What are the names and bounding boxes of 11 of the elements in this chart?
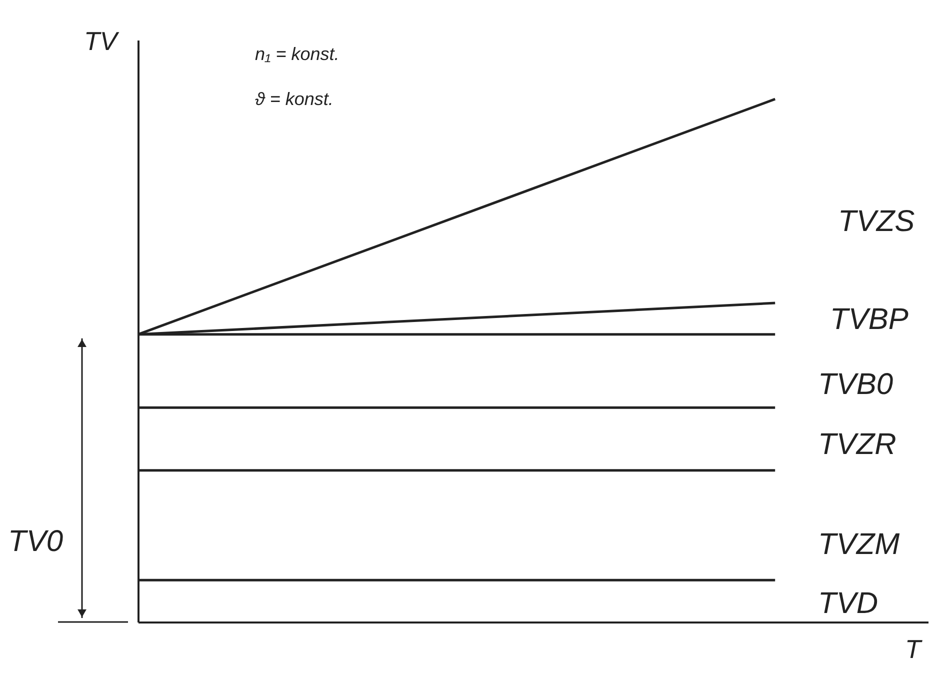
annotation: TVBP xyxy=(830,303,908,336)
annotation: ϑ = konst. xyxy=(255,89,334,109)
text: n₁ = konst. xyxy=(255,44,340,64)
y-axis-title: TV xyxy=(84,26,120,56)
annotation: TVB0 xyxy=(818,368,894,401)
annotation: TVZR xyxy=(818,428,896,461)
x-axis-title: T xyxy=(905,634,923,664)
annotation: TVZM xyxy=(818,528,900,561)
annotation: TVD xyxy=(818,587,878,620)
text: TV0 xyxy=(8,525,64,558)
annotation: TVZS xyxy=(838,205,915,238)
